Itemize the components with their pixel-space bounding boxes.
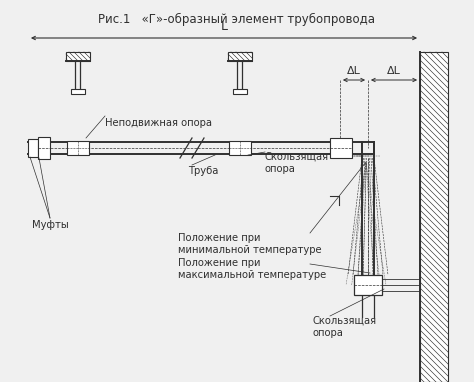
Bar	[229, 141, 251, 155]
Text: L: L	[220, 20, 228, 33]
Text: Положение при
максимальной температуре: Положение при максимальной температуре	[178, 258, 326, 280]
Text: Муфты: Муфты	[32, 220, 68, 230]
Text: Скользящая
опора: Скользящая опора	[265, 152, 329, 173]
Text: Скользящая
опора: Скользящая опора	[313, 316, 377, 338]
Bar	[28, 139, 38, 157]
Bar	[71, 89, 85, 94]
Bar	[67, 141, 89, 155]
Bar	[228, 52, 252, 61]
Bar	[233, 89, 247, 94]
Text: Положение при
минимальной температуре: Положение при минимальной температуре	[178, 233, 322, 254]
Bar	[420, 52, 448, 382]
Text: Рис.1   «Г»-образный элемент трубопровода: Рис.1 «Г»-образный элемент трубопровода	[99, 13, 375, 26]
Bar	[38, 137, 50, 159]
Text: Труба: Труба	[188, 166, 219, 176]
Text: ΔL: ΔL	[387, 66, 401, 76]
Bar	[66, 52, 90, 61]
Text: Неподвижная опора: Неподвижная опора	[105, 118, 212, 128]
Text: ΔL: ΔL	[347, 66, 361, 76]
Bar	[354, 275, 382, 295]
Bar	[330, 138, 352, 158]
